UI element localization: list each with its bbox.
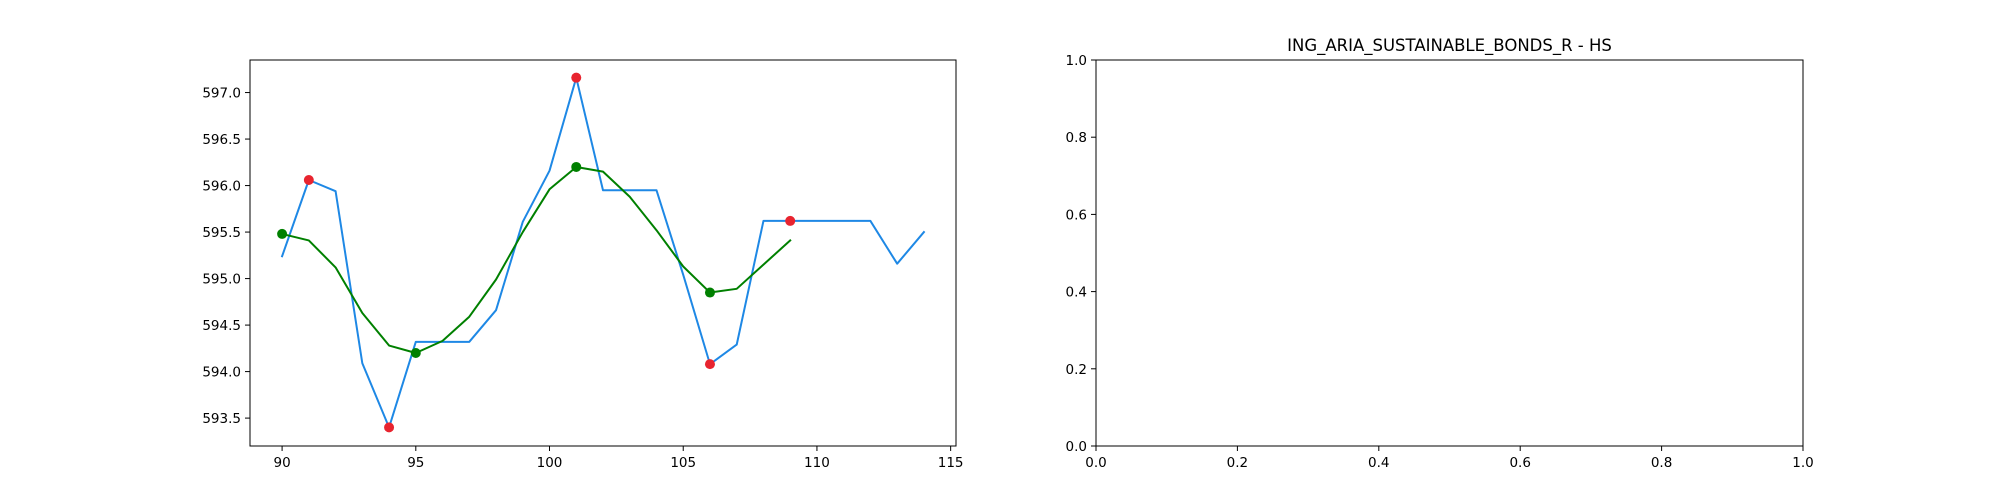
y-tick-label: 0.0 (1066, 439, 1087, 455)
data-point (785, 215, 796, 226)
x-tick-label: 1.0 (1792, 455, 1813, 471)
x-tick-label: 90 (273, 455, 290, 471)
x-tick-label: 0.6 (1509, 455, 1530, 471)
x-tick-label: 115 (938, 455, 964, 471)
data-point (303, 174, 314, 185)
data-point (571, 161, 582, 172)
axes-frame (1095, 59, 1804, 447)
data-point (704, 287, 715, 298)
y-tick-label: 596.0 (202, 179, 241, 195)
data-point (277, 228, 288, 239)
axes-frame (249, 59, 957, 447)
y-tick-label: 0.6 (1066, 207, 1087, 223)
y-tick-label: 596.5 (202, 132, 241, 148)
x-tick-label: 0.0 (1085, 455, 1106, 471)
data-point (704, 359, 715, 370)
y-tick-label: 594.5 (202, 318, 241, 334)
x-tick-label: 0.4 (1368, 455, 1389, 471)
x-tick-label: 110 (804, 455, 830, 471)
y-tick-label: 597.0 (202, 86, 241, 102)
x-tick-label: 0.8 (1651, 455, 1672, 471)
y-tick-label: 0.8 (1066, 130, 1087, 146)
series-line-1 (280, 165, 792, 354)
data-point (410, 347, 421, 358)
x-tick-label: 105 (670, 455, 696, 471)
right-plot: ING_ARIA_SUSTAINABLE_BONDS_R - HS 0.0 0.2 0… (1066, 36, 1814, 471)
x-tick-label: 100 (537, 455, 563, 471)
x-tick-label: 0.2 (1227, 455, 1248, 471)
x-tick-label: 95 (407, 455, 424, 471)
chart-title: ING_ARIA_SUSTAINABLE_BONDS_R - HS (1287, 36, 1612, 56)
y-tick-label: 593.5 (202, 411, 241, 427)
data-point (384, 422, 395, 433)
y-tick-label: 0.4 (1066, 285, 1087, 301)
y-tick-label: 595.0 (202, 272, 241, 288)
left-plot: 90 95 100 105 110 115 593.5 594.0 594.5 595.0 595.… (202, 59, 964, 471)
y-tick-label: 0.2 (1066, 362, 1087, 378)
y-tick-label: 1.0 (1066, 53, 1087, 69)
data-point (571, 72, 582, 83)
y-tick-label: 595.5 (202, 225, 241, 241)
y-tick-label: 594.0 (202, 365, 241, 381)
